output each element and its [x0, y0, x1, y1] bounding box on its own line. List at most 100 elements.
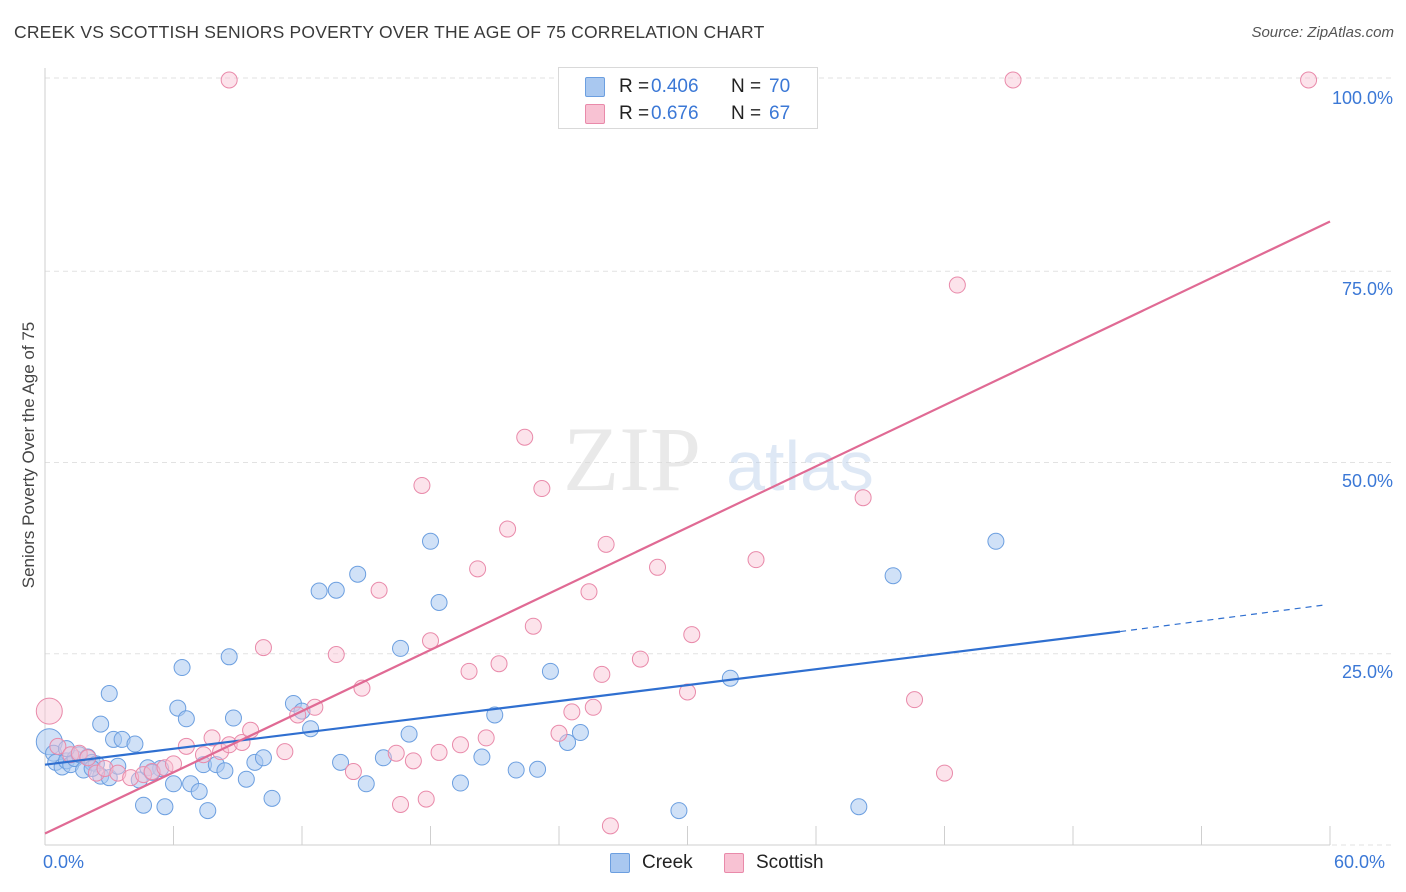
data-point-scottish [430, 743, 448, 761]
data-point-scottish [524, 617, 542, 635]
data-point-scottish [679, 683, 696, 701]
data-point-creek [224, 709, 242, 727]
y-axis-title: Seniors Poverty Over the Age of 75 [19, 321, 38, 589]
bottom-legend-label-creek: Creek [642, 852, 693, 873]
x-tick-label-max: 60.0% [1334, 852, 1386, 872]
data-point-scottish [563, 703, 581, 721]
watermark-atlas: atlas [726, 427, 874, 505]
data-point-creek [126, 735, 144, 753]
legend-r-label: R = [619, 103, 650, 124]
data-point-creek [451, 774, 469, 792]
data-point-scottish [747, 551, 765, 569]
data-point-creek [165, 775, 182, 793]
axes [44, 68, 1331, 846]
legend-r-value: 0.676 [651, 103, 699, 124]
data-point-scottish [936, 764, 953, 782]
data-point-creek [541, 662, 559, 680]
legend-n-value: 70 [769, 76, 791, 97]
data-point-scottish [516, 428, 534, 446]
data-point-creek [190, 782, 208, 800]
data-point-scottish [550, 724, 568, 742]
data-point-scottish [96, 760, 114, 777]
legend-r-value: 0.406 [651, 76, 699, 97]
data-point-scottish [327, 646, 345, 664]
trendline-scottish [44, 220, 1331, 835]
data-point-creek [302, 720, 320, 738]
data-point-creek [473, 748, 491, 766]
data-point-creek [559, 733, 577, 751]
data-point-creek [100, 769, 118, 787]
chart-title: CREEK VS SCOTTISH SENIORS POVERTY OVER T… [14, 22, 765, 42]
data-point-scottish [254, 639, 272, 657]
data-point-creek [884, 567, 902, 585]
source-label: Source: ZipAtlas.com [1251, 24, 1394, 41]
data-point-scottish [948, 276, 966, 294]
legend-r-label: R = [619, 76, 650, 97]
data-point-scottish [143, 763, 161, 781]
data-point-scottish [109, 764, 127, 782]
data-point-scottish [122, 769, 140, 787]
data-point-scottish [404, 752, 422, 770]
data-point-creek [987, 532, 1005, 550]
bottom-legend-label-scottish: Scottish [756, 852, 824, 873]
data-point-scottish [203, 729, 221, 747]
data-point-creek [374, 749, 392, 767]
data-point-scottish [276, 743, 294, 761]
legend-n-value: 67 [769, 103, 791, 124]
data-point-scottish [533, 480, 551, 498]
trendlines [44, 220, 1331, 835]
data-point-scottish [451, 736, 469, 754]
data-point-creek [216, 762, 234, 780]
data-point-scottish [580, 583, 598, 601]
data-point-creek [507, 761, 525, 779]
data-point-scottish [460, 662, 478, 680]
data-point-creek [529, 760, 547, 778]
data-point-scottish [683, 626, 701, 644]
legend-n-label: N = [731, 103, 762, 124]
data-point-scottish [499, 520, 517, 538]
data-point-creek [263, 789, 281, 807]
data-point-creek [332, 753, 350, 771]
data-point-scottish [49, 737, 67, 755]
data-point-creek [135, 796, 153, 814]
legend-swatch-creek [585, 77, 605, 97]
data-point-creek [237, 770, 255, 788]
bottom-legend-swatch-creek [610, 853, 630, 873]
data-point-creek [430, 593, 448, 611]
data-point-creek [173, 659, 191, 677]
data-point-creek [392, 639, 410, 657]
data-point-creek [422, 532, 439, 550]
data-point-creek [486, 706, 504, 724]
data-point-scottish [344, 763, 362, 781]
data-point-scottish [220, 71, 238, 89]
data-point-scottish [477, 729, 495, 747]
data-point-creek [254, 749, 272, 767]
data-point-scottish [62, 746, 80, 764]
data-point-creek [310, 582, 328, 600]
legend-n-label: N = [731, 76, 762, 97]
data-point-scottish [906, 691, 924, 709]
bottom-legend-swatch-scottish [724, 853, 744, 873]
data-point-scottish [392, 795, 410, 813]
correlation-legend: R = 0.406 N = 70 R = 0.676 N = 67 [558, 67, 818, 129]
trendline-creek-extension [1120, 604, 1326, 633]
data-point-scottish [854, 489, 872, 507]
data-point-creek [850, 798, 868, 816]
data-point-scottish [387, 744, 405, 762]
data-point-creek [199, 802, 217, 820]
trendline-creek [44, 630, 1121, 766]
data-point-scottish [601, 817, 619, 835]
data-point-scottish [593, 665, 611, 683]
y-tick-label: 75.0% [1341, 279, 1393, 300]
data-point-scottish [87, 764, 105, 782]
data-point-creek [670, 802, 688, 820]
data-point-scottish [649, 558, 667, 576]
data-point-creek [327, 581, 345, 599]
data-point-scottish [1300, 71, 1318, 89]
data-point-scottish [631, 650, 649, 668]
data-point-scottish [35, 697, 63, 725]
data-point-scottish [490, 655, 508, 673]
y-tick-label: 25.0% [1341, 661, 1393, 682]
data-point-creek [220, 648, 238, 666]
data-point-scottish [469, 560, 487, 578]
